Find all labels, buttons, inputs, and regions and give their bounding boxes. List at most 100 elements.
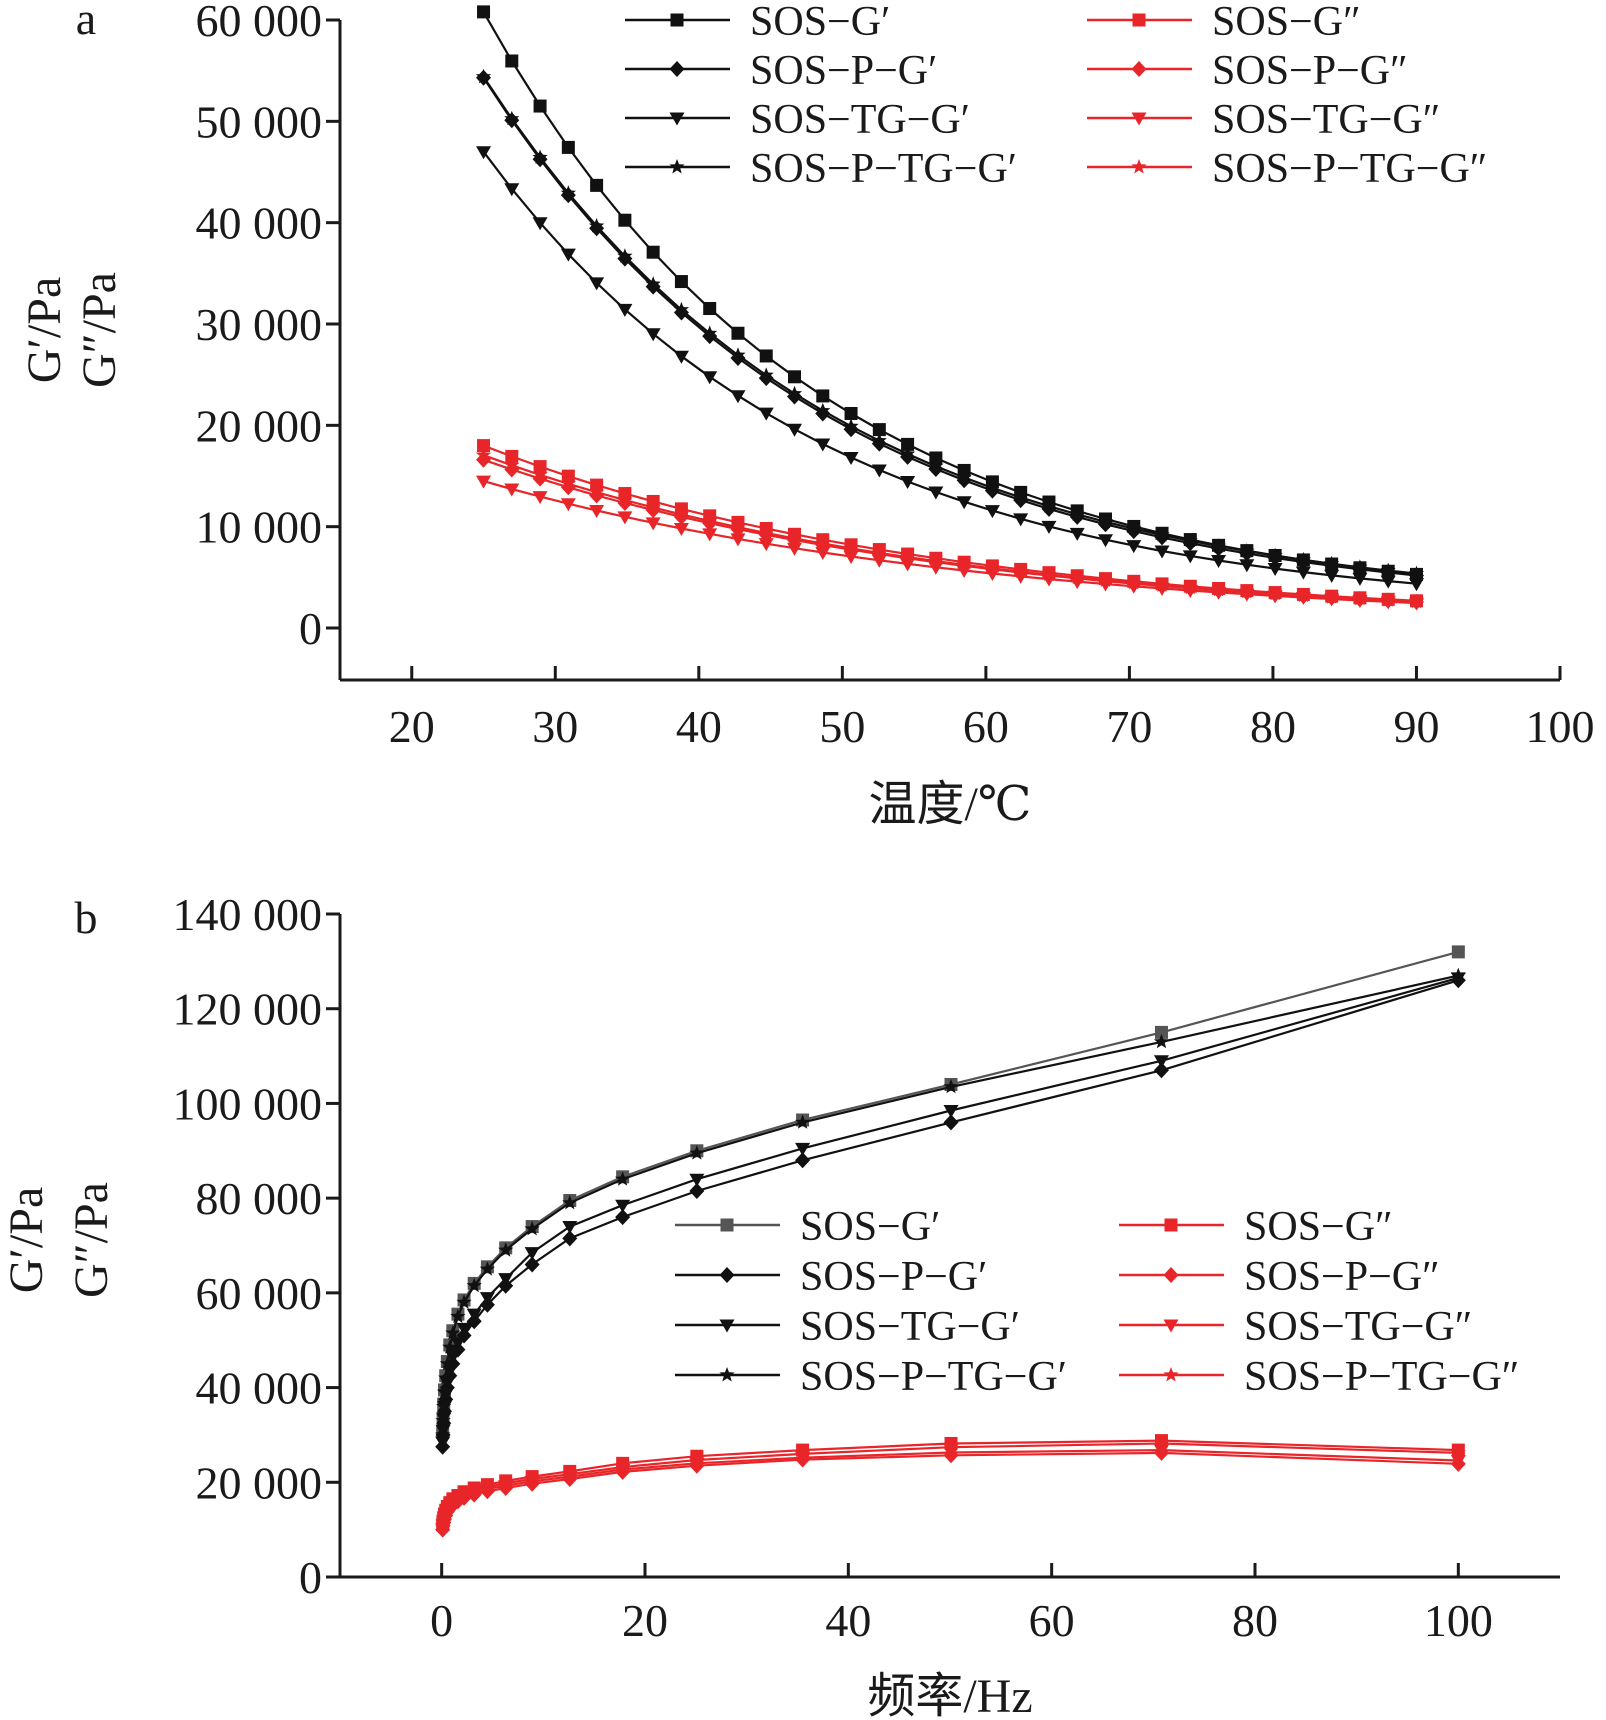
series-SOS−P−TG−G″	[475, 447, 1425, 609]
legend-label: SOS−G″	[1212, 0, 1361, 45]
legend-marker	[1131, 61, 1147, 77]
data-point	[505, 449, 519, 463]
data-point	[436, 1384, 453, 1399]
data-point	[815, 546, 831, 560]
data-point	[476, 475, 492, 489]
data-point	[524, 1220, 540, 1236]
data-point	[984, 479, 1000, 495]
data-point	[1380, 562, 1396, 578]
y-tick-label: 40 000	[196, 1363, 323, 1414]
data-point	[900, 475, 916, 489]
x-tick-label: 50	[819, 701, 865, 752]
data-point	[1069, 576, 1085, 590]
data-point	[1450, 967, 1466, 982]
y-tick-label: 40 000	[196, 198, 323, 249]
data-point	[730, 347, 746, 362]
data-point	[943, 1439, 959, 1454]
data-point	[956, 556, 972, 572]
data-point	[504, 457, 520, 472]
x-axis-title: 频率/Hz	[867, 1670, 1032, 1720]
series-line	[483, 458, 1417, 604]
legend-item: SOS−P−G″	[1119, 1254, 1440, 1300]
legend: SOS−G′SOS−P−G′SOS−TG−G′SOS−P−TG−G′ SOS−G″…	[675, 1204, 1519, 1400]
data-point	[524, 1471, 540, 1486]
data-point	[1380, 575, 1396, 589]
y-tick-label: 60 000	[196, 0, 323, 46]
data-point	[450, 1489, 466, 1504]
x-tick-label: 80	[1250, 701, 1296, 752]
series-line	[483, 444, 1417, 602]
data-point	[900, 549, 916, 564]
series-line	[441, 1451, 1459, 1530]
data-point	[1097, 534, 1113, 548]
data-point	[956, 496, 972, 510]
data-point	[1154, 577, 1170, 592]
data-point	[843, 452, 859, 466]
data-point	[1408, 578, 1424, 592]
data-point	[1041, 566, 1057, 582]
data-point	[689, 1145, 705, 1160]
legend-item: SOS−G′	[675, 1204, 940, 1250]
y-tick-label: 100 000	[173, 1078, 323, 1129]
data-point	[1267, 547, 1283, 563]
data-point	[730, 519, 746, 534]
y-tick-label: 60 000	[196, 1268, 323, 1319]
legend-marker	[1163, 1367, 1179, 1382]
legend-label: SOS−P−G″	[1212, 48, 1408, 94]
data-point	[984, 560, 1000, 575]
data-point	[702, 325, 718, 340]
data-point	[1295, 587, 1311, 603]
legend-marker	[1164, 1218, 1178, 1232]
data-point	[645, 499, 661, 514]
data-point	[816, 389, 830, 403]
data-point	[618, 213, 632, 227]
data-point	[1352, 590, 1368, 606]
legend-marker	[719, 1367, 735, 1382]
data-point	[674, 275, 688, 289]
legend-marker	[720, 1218, 734, 1232]
data-point	[758, 407, 774, 421]
legend-label: SOS−P−TG−G″	[1212, 146, 1487, 192]
data-point	[900, 446, 916, 461]
legend-marker	[1132, 13, 1146, 27]
data-point	[1126, 540, 1142, 554]
panel-label: a	[76, 0, 96, 44]
data-point	[645, 276, 661, 291]
data-point	[795, 1152, 811, 1169]
data-point	[439, 1355, 455, 1371]
data-point	[477, 439, 491, 453]
series-SOS−P−TG−G′	[435, 967, 1466, 1442]
legend-marker	[1163, 1267, 1179, 1283]
data-point	[702, 371, 718, 385]
data-point	[815, 438, 831, 452]
legend-item: SOS−P−G″	[1087, 48, 1408, 94]
legend-marker	[669, 112, 685, 126]
data-point	[532, 217, 548, 231]
y-axis-title-loss: G″/Pa	[65, 1182, 118, 1298]
data-point	[1097, 572, 1114, 587]
legend-label: SOS−P−TG−G′	[750, 146, 1017, 192]
data-point	[1154, 527, 1170, 542]
data-point	[532, 466, 548, 482]
data-point	[703, 302, 717, 316]
data-point	[759, 349, 773, 363]
data-point	[788, 370, 802, 384]
data-point	[943, 1078, 959, 1094]
legend-item: SOS−TG−G″	[1119, 1304, 1472, 1350]
x-tick-label: 40	[676, 701, 722, 752]
legend-item: SOS−G″	[1087, 0, 1361, 45]
legend-item: SOS−P−TG−G′	[625, 146, 1017, 192]
data-point	[475, 447, 492, 462]
data-point	[450, 1308, 466, 1323]
data-point	[1126, 575, 1142, 590]
data-point	[1182, 550, 1198, 564]
legend-item: SOS−P−G′	[625, 48, 937, 94]
data-point	[466, 1482, 482, 1497]
data-point	[442, 1339, 458, 1354]
data-point	[1013, 563, 1029, 579]
legend-marker	[719, 1319, 735, 1333]
data-point	[445, 1492, 461, 1508]
data-point	[615, 1199, 631, 1213]
panel-b-frequency-sweep: 0 20 000 40 000 60 000 80 000 100 000 120 000 1…	[0, 889, 1560, 1720]
y-axis-title-storage: G′/Pa	[18, 277, 71, 384]
